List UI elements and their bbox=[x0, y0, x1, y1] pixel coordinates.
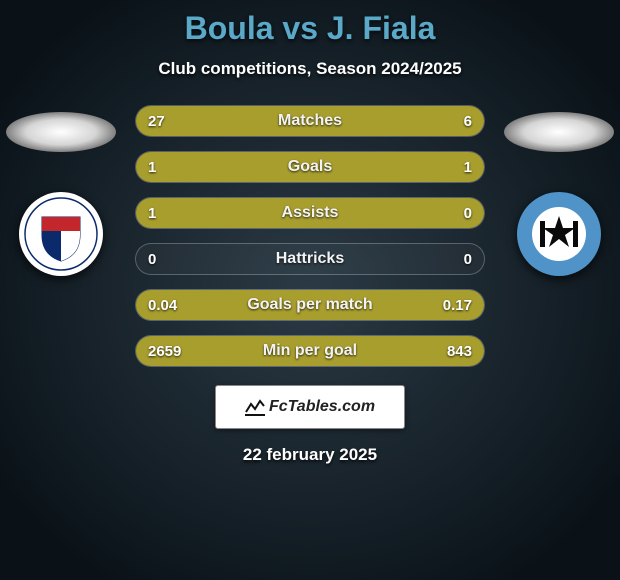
brand-text: FcTables.com bbox=[269, 398, 375, 416]
vs-text: vs bbox=[282, 10, 318, 46]
stat-value-right: 0 bbox=[414, 205, 484, 222]
stat-value-left: 1 bbox=[136, 159, 206, 176]
club-badge-right bbox=[517, 192, 601, 276]
stat-row: 1Assists0 bbox=[135, 197, 485, 229]
stat-row: 0Hattricks0 bbox=[135, 243, 485, 275]
stat-value-left: 0 bbox=[136, 251, 206, 268]
stat-value-right: 1 bbox=[414, 159, 484, 176]
right-club-pod bbox=[504, 112, 614, 276]
stat-value-left: 2659 bbox=[136, 343, 206, 360]
page-title: Boula vs J. Fiala bbox=[0, 0, 620, 47]
player2-name: J. Fiala bbox=[327, 10, 436, 46]
stat-value-right: 0 bbox=[414, 251, 484, 268]
brand-tag[interactable]: FcTables.com bbox=[215, 385, 405, 429]
stat-value-right: 0.17 bbox=[414, 297, 484, 314]
stat-value-left: 27 bbox=[136, 113, 206, 130]
brand-icon bbox=[245, 398, 265, 416]
stat-value-right: 6 bbox=[414, 113, 484, 130]
stat-value-right: 843 bbox=[414, 343, 484, 360]
stat-label: Min per goal bbox=[206, 342, 414, 360]
pedestal-ellipse bbox=[6, 112, 116, 152]
comparison-date: 22 february 2025 bbox=[0, 445, 620, 465]
subtitle: Club competitions, Season 2024/2025 bbox=[0, 59, 620, 79]
club-badge-left bbox=[19, 192, 103, 276]
stat-label: Goals per match bbox=[206, 296, 414, 314]
stat-value-left: 1 bbox=[136, 205, 206, 222]
stat-label: Goals bbox=[206, 158, 414, 176]
stat-label: Assists bbox=[206, 204, 414, 222]
stats-container: 27Matches61Goals11Assists00Hattricks00.0… bbox=[135, 105, 485, 367]
pedestal-ellipse bbox=[504, 112, 614, 152]
stat-row: 2659Min per goal843 bbox=[135, 335, 485, 367]
stat-label: Matches bbox=[206, 112, 414, 130]
stat-value-left: 0.04 bbox=[136, 297, 206, 314]
left-club-pod bbox=[6, 112, 116, 276]
stat-row: 0.04Goals per match0.17 bbox=[135, 289, 485, 321]
stat-row: 27Matches6 bbox=[135, 105, 485, 137]
player1-name: Boula bbox=[185, 10, 274, 46]
stat-label: Hattricks bbox=[206, 250, 414, 268]
stat-row: 1Goals1 bbox=[135, 151, 485, 183]
